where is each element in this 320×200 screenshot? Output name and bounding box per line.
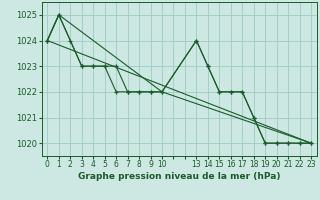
X-axis label: Graphe pression niveau de la mer (hPa): Graphe pression niveau de la mer (hPa) <box>78 172 280 181</box>
